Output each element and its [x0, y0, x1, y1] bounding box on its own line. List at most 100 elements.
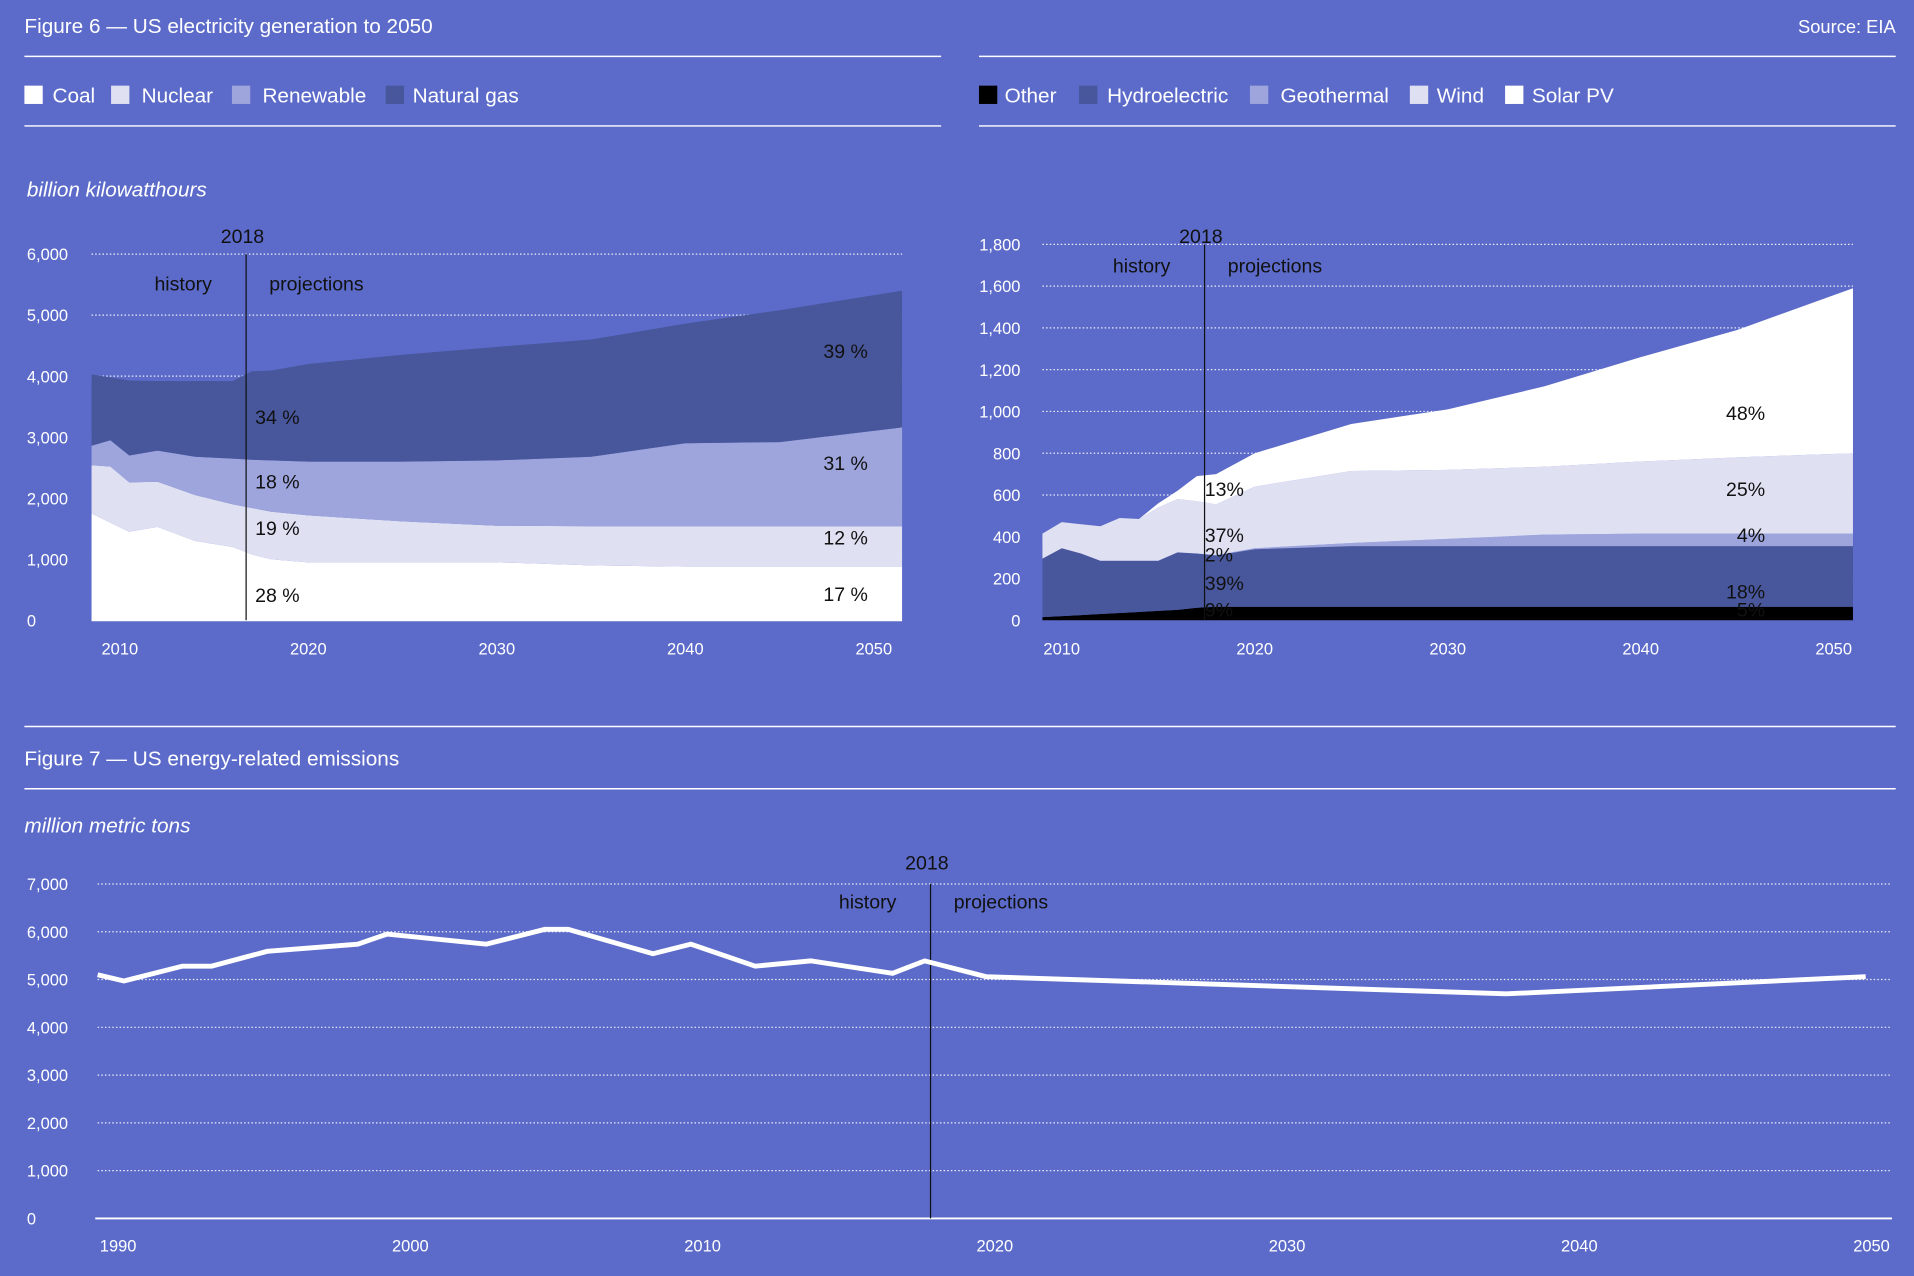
y-tick-label: 200: [993, 571, 1020, 589]
x-tick-label: 2010: [1043, 640, 1080, 658]
legend-label-wind: Wind: [1437, 85, 1484, 108]
renewable-generation-chart: 0 200 400 600 800 1,000 1,200 1,400 1,600 1,800 20…: [979, 226, 1853, 658]
legend-swatch-renewable: [231, 85, 251, 104]
area-other: [1042, 606, 1853, 621]
figure7-title: Figure 7 — US energy-related emissions: [24, 748, 399, 771]
share-label-2018-natural-gas: 34 %: [255, 407, 299, 429]
share-label-2018-solar-pv: 13%: [1205, 479, 1244, 501]
x-tick-label: 2020: [977, 1237, 1014, 1255]
figure7-unit-label: million metric tons: [24, 815, 190, 838]
source-label: Source: EIA: [1798, 16, 1896, 37]
area-renewable: [91, 427, 903, 527]
share-label-2050-hydroelectric: 18%: [1726, 581, 1765, 603]
legend-swatch-wind: [1409, 85, 1429, 104]
area-nuclear: [91, 465, 903, 567]
legend-label-coal: Coal: [52, 85, 95, 108]
projections-label: projections: [1228, 255, 1323, 277]
x-tick-label: 2050: [1853, 1237, 1890, 1255]
share-label-2050-solar-pv: 48%: [1726, 403, 1765, 425]
y-tick-label: 0: [27, 612, 36, 630]
figure6-title: Figure 6 — US electricity generation to …: [24, 15, 432, 38]
y-tick-label: 1,000: [979, 404, 1020, 422]
y-tick-label: 1,000: [27, 551, 68, 569]
legend-label-nuclear: Nuclear: [142, 85, 214, 108]
y-tick-label: 1,200: [979, 362, 1020, 380]
y-tick-label: 0: [27, 1211, 36, 1229]
area-wind: [1042, 453, 1853, 561]
share-label-2050-wind: 25%: [1726, 479, 1765, 501]
projections-label: projections: [954, 891, 1049, 913]
area-natural-gas: [91, 290, 903, 462]
y-tick-label: 2,000: [27, 490, 68, 508]
share-label-2050-geothermal: 4%: [1737, 525, 1765, 547]
area-coal: [91, 513, 903, 621]
share-label-2018-nuclear: 19 %: [255, 518, 299, 540]
share-label-2050-nuclear: 12 %: [823, 528, 867, 550]
x-tick-label: 2010: [102, 640, 139, 658]
y-tick-label: 4,000: [27, 368, 68, 386]
legend-label-natural-gas: Natural gas: [413, 85, 519, 108]
y-tick-label: 7,000: [27, 876, 68, 894]
x-tick-label: 2050: [1815, 640, 1852, 658]
share-label-2018-wind: 37%: [1205, 525, 1244, 547]
y-tick-label: 1,400: [979, 320, 1020, 338]
share-label-2018-geothermal: 2%: [1205, 545, 1233, 567]
area-geothermal: [1042, 533, 1853, 561]
y-tick-label: 4,000: [27, 1019, 68, 1037]
area-solar-pv: [1042, 288, 1853, 534]
history-label: history: [839, 891, 897, 913]
legend-swatch-other: [978, 85, 998, 104]
legend-label-solar-pv: Solar PV: [1532, 85, 1614, 108]
projections-label: projections: [269, 274, 364, 296]
y-tick-label: 0: [1011, 612, 1020, 630]
share-label-2050-renewable: 31 %: [823, 453, 867, 475]
y-tick-label: 5,000: [27, 972, 68, 990]
x-tick-label: 2040: [667, 640, 704, 658]
share-label-2018-coal: 28 %: [255, 585, 299, 607]
legend-swatch-solar-pv: [1505, 85, 1524, 104]
share-label-2050-other: 5%: [1737, 600, 1765, 622]
y-tick-label: 1,600: [979, 278, 1020, 296]
y-tick-label: 6,000: [27, 924, 68, 942]
y-tick-label: 1,000: [27, 1163, 68, 1181]
history-label: history: [1113, 255, 1171, 277]
y-tick-label: 1,800: [979, 236, 1020, 254]
y-tick-label: 600: [993, 487, 1020, 505]
x-tick-label: 2020: [1236, 640, 1273, 658]
legend-label-geothermal: Geothermal: [1280, 85, 1388, 108]
legend-label-hydroelectric: Hydroelectric: [1107, 85, 1228, 108]
share-label-2018-other: 9%: [1205, 600, 1233, 622]
y-tick-label: 3,000: [27, 1067, 68, 1085]
x-tick-label: 1990: [100, 1237, 137, 1255]
divider-year-label: 2018: [221, 226, 264, 248]
legend-label-other: Other: [1005, 85, 1057, 108]
legend-label-renewable: Renewable: [262, 85, 366, 108]
y-tick-label: 800: [993, 445, 1020, 463]
legend-left: Coal Nuclear Renewable Natural gas: [24, 85, 519, 108]
x-tick-label: 2040: [1622, 640, 1659, 658]
electricity-generation-chart: 0 1,000 2,000 3,000 4,000 5,000 6,000 2010 2020 2…: [27, 226, 903, 658]
history-label: history: [154, 274, 212, 296]
share-label-2050-natural-gas: 39 %: [823, 341, 867, 363]
legend-right: Other Hydroelectric Geothermal Wind Solar PV: [978, 85, 1614, 108]
legend-swatch-coal: [24, 85, 43, 104]
y-tick-label: 6,000: [27, 246, 68, 264]
legend-swatch-geothermal: [1249, 85, 1269, 104]
y-tick-label: 2,000: [27, 1115, 68, 1133]
x-tick-label: 2030: [478, 640, 515, 658]
y-tick-label: 400: [993, 529, 1020, 547]
x-tick-label: 2030: [1429, 640, 1466, 658]
share-label-2018-renewable: 18 %: [255, 471, 299, 493]
x-tick-label: 2050: [855, 640, 892, 658]
x-tick-label: 2040: [1561, 1237, 1598, 1255]
divider-year-label: 2018: [905, 852, 948, 874]
divider-year-label: 2018: [1179, 226, 1222, 248]
area-hydroelectric: [1042, 546, 1853, 618]
y-tick-label: 3,000: [27, 429, 68, 447]
legend-swatch-hydroelectric: [1079, 85, 1098, 104]
share-label-2050-coal: 17 %: [823, 584, 867, 606]
legend-swatch-nuclear: [111, 85, 130, 104]
x-tick-label: 2010: [684, 1237, 721, 1255]
